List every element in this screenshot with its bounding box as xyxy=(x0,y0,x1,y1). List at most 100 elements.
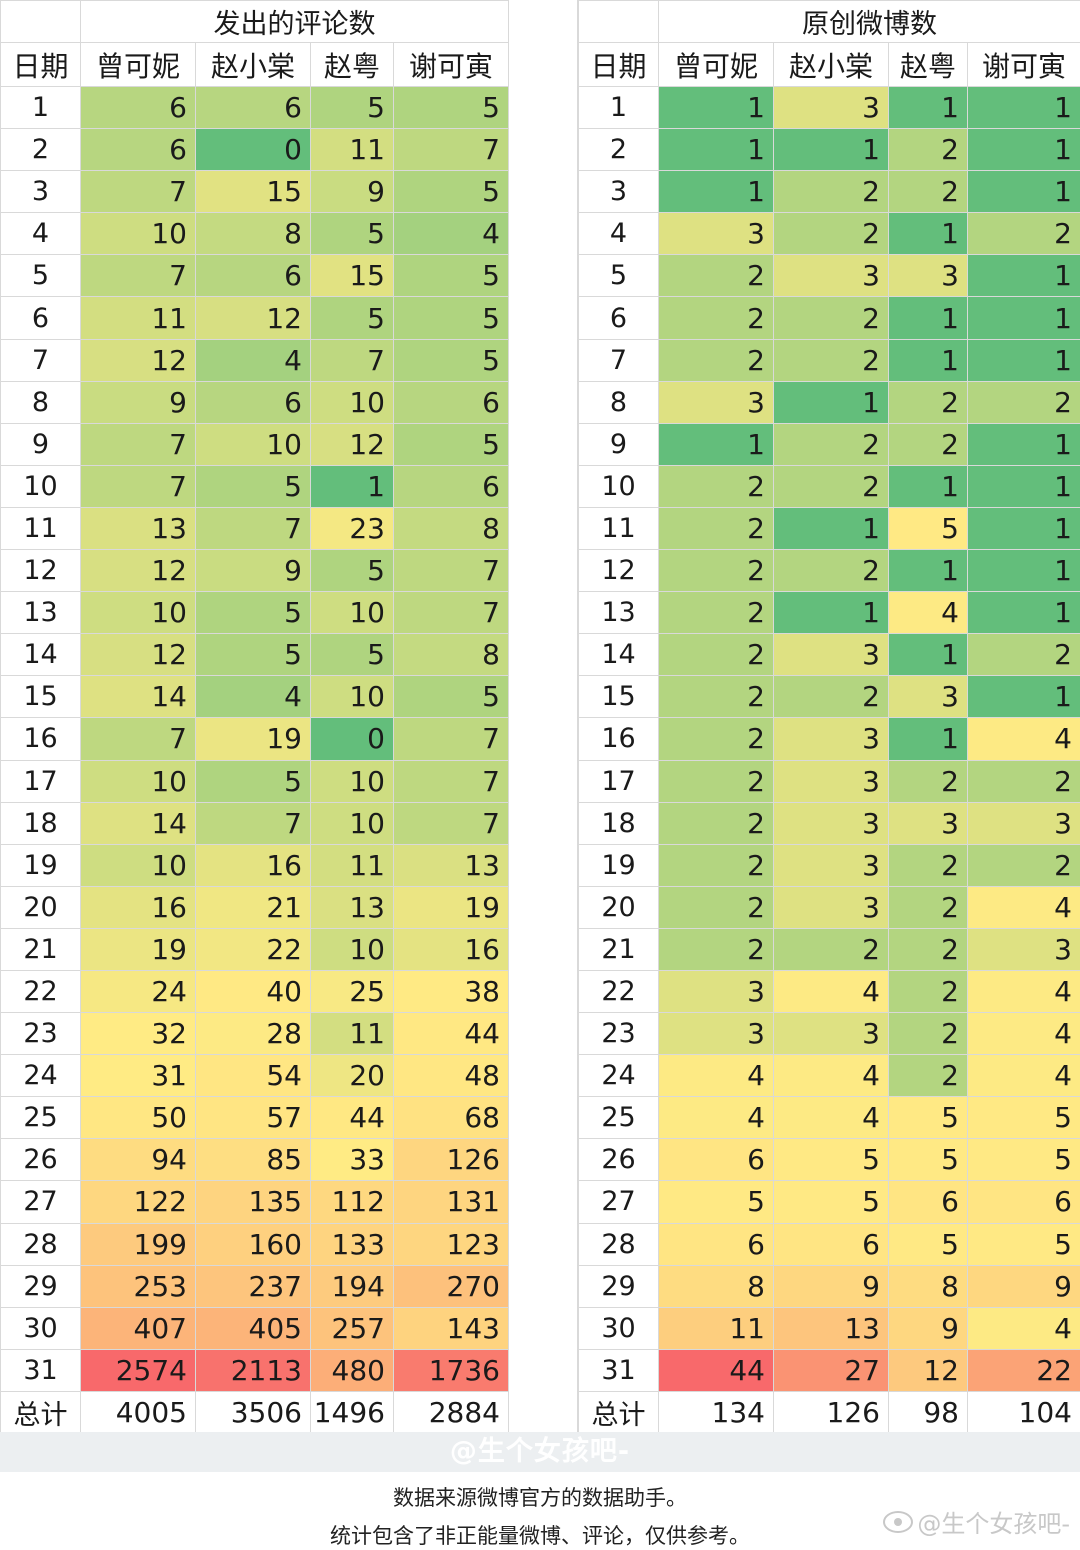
heatmap-cell: 12 xyxy=(195,296,311,340)
heatmap-cell: 3 xyxy=(967,927,1080,971)
date-cell: 5 xyxy=(578,254,659,298)
table-row: 25 50 57 44 68 xyxy=(0,1096,509,1140)
comments-table: 发出的评论数 日期 曾可妮 赵小棠 赵粤 谢可寅 1 6 6 5 5 2 6 0 11 7 3 7 15 9 5 4 10 8… xyxy=(0,0,509,1434)
heatmap-cell: 2 xyxy=(888,380,968,424)
heatmap-cell: 3 xyxy=(658,212,774,256)
table-gap xyxy=(508,0,578,1432)
corner-watermark: @生个女孩吧- xyxy=(883,1504,1070,1539)
table-row: 18 2 3 3 3 xyxy=(578,801,1080,845)
heatmap-cell: 1 xyxy=(888,338,968,382)
heatmap-cell: 2113 xyxy=(195,1348,311,1392)
heatmap-cell: 6 xyxy=(195,254,311,298)
heatmap-cell: 3 xyxy=(773,254,889,298)
date-cell: 14 xyxy=(578,633,659,677)
date-cell: 7 xyxy=(578,338,659,382)
heatmap-cell: 10 xyxy=(80,212,196,256)
heatmap-cell: 15 xyxy=(195,170,311,214)
heatmap-cell: 28 xyxy=(195,1012,311,1056)
date-cell: 15 xyxy=(0,675,81,719)
table-row: 31 44 27 12 22 xyxy=(578,1348,1080,1392)
table-row: 22 24 40 25 38 xyxy=(0,969,509,1014)
heatmap-cell: 5 xyxy=(888,1138,968,1182)
table-row: 13 10 5 10 7 xyxy=(0,591,509,635)
heatmap-cell: 9 xyxy=(195,549,311,593)
total-cell: 1496 xyxy=(310,1390,394,1434)
heatmap-cell: 3 xyxy=(773,843,889,887)
date-cell: 19 xyxy=(578,843,659,887)
date-cell: 31 xyxy=(0,1348,81,1392)
heatmap-cell: 480 xyxy=(310,1348,394,1392)
heatmap-cell: 4 xyxy=(773,1054,889,1098)
heatmap-cell: 2 xyxy=(888,969,968,1014)
heatmap-cell: 7 xyxy=(80,422,196,466)
heatmap-cell: 19 xyxy=(393,885,509,929)
heatmap-cell: 405 xyxy=(195,1306,311,1350)
heatmap-cell: 0 xyxy=(310,717,394,761)
heatmap-cell: 1 xyxy=(967,170,1080,214)
table-row: 28 6 6 5 5 xyxy=(578,1222,1080,1266)
table-row: 25 4 4 5 5 xyxy=(578,1096,1080,1140)
heatmap-cell: 1 xyxy=(888,549,968,593)
heatmap-cell: 12 xyxy=(80,633,196,677)
heatmap-cell: 5 xyxy=(393,675,509,719)
heatmap-cell: 1 xyxy=(967,464,1080,508)
heatmap-cell: 54 xyxy=(195,1054,311,1098)
total-row: 总计 4005 3506 1496 2884 xyxy=(0,1390,509,1434)
heatmap-cell: 160 xyxy=(195,1222,311,1266)
heatmap-cell: 5 xyxy=(195,633,311,677)
heatmap-cell: 13 xyxy=(80,506,196,551)
heatmap-cell: 133 xyxy=(310,1222,394,1266)
heatmap-cell: 85 xyxy=(195,1138,311,1182)
heatmap-cell: 6 xyxy=(195,380,311,424)
heatmap-cell: 122 xyxy=(80,1180,196,1224)
heatmap-cell: 6 xyxy=(773,1222,889,1266)
person-column-header: 赵小棠 xyxy=(773,42,889,87)
heatmap-cell: 5 xyxy=(310,549,394,593)
table-row: 14 12 5 5 8 xyxy=(0,633,509,677)
table-row: 23 32 28 11 44 xyxy=(0,1012,509,1056)
heatmap-cell: 1 xyxy=(967,591,1080,635)
heatmap-cell: 10 xyxy=(310,759,394,803)
heatmap-cell: 5 xyxy=(967,1138,1080,1182)
heatmap-cell: 3 xyxy=(658,969,774,1014)
date-cell: 26 xyxy=(578,1138,659,1182)
heatmap-cell: 40 xyxy=(195,969,311,1014)
heatmap-cell: 2 xyxy=(773,212,889,256)
date-cell: 15 xyxy=(578,675,659,719)
heatmap-cell: 5 xyxy=(888,1096,968,1140)
heatmap-cell: 4 xyxy=(967,885,1080,929)
heatmap-cell: 2 xyxy=(888,1012,968,1056)
date-cell: 24 xyxy=(0,1054,81,1098)
heatmap-cell: 2 xyxy=(658,801,774,845)
heatmap-cell: 10 xyxy=(80,591,196,635)
heatmap-cell: 16 xyxy=(195,843,311,887)
heatmap-cell: 1 xyxy=(888,633,968,677)
date-cell: 18 xyxy=(578,801,659,845)
heatmap-cell: 5 xyxy=(310,212,394,256)
heatmap-cell: 5 xyxy=(393,170,509,214)
heatmap-cell: 253 xyxy=(80,1264,196,1308)
heatmap-cell: 1 xyxy=(967,549,1080,593)
date-cell: 11 xyxy=(578,506,659,551)
heatmap-cell: 57 xyxy=(195,1096,311,1140)
date-cell: 27 xyxy=(0,1180,81,1224)
heatmap-cell: 2 xyxy=(658,338,774,382)
table-row: 21 19 22 10 16 xyxy=(0,927,509,971)
table-row: 10 2 2 1 1 xyxy=(578,464,1080,508)
heatmap-cell: 1 xyxy=(967,254,1080,298)
person-column-header: 谢可寅 xyxy=(393,42,509,87)
table-title: 发出的评论数 xyxy=(80,0,509,43)
date-cell: 21 xyxy=(0,927,81,971)
date-cell: 23 xyxy=(578,1012,659,1056)
original-posts-table: 原创微博数 日期 曾可妮 赵小棠 赵粤 谢可寅 1 1 3 1 1 2 1 1 2 1 3 1 2 2 1 4 3 2 1 2 5 2… xyxy=(578,0,1080,1434)
heatmap-cell: 5 xyxy=(195,591,311,635)
heatmap-cell: 7 xyxy=(195,506,311,551)
date-cell: 8 xyxy=(578,380,659,424)
table-row: 16 7 19 0 7 xyxy=(0,717,509,761)
heatmap-cell: 5 xyxy=(393,422,509,466)
heatmap-cell: 21 xyxy=(195,885,311,929)
date-column-header: 日期 xyxy=(578,42,659,87)
